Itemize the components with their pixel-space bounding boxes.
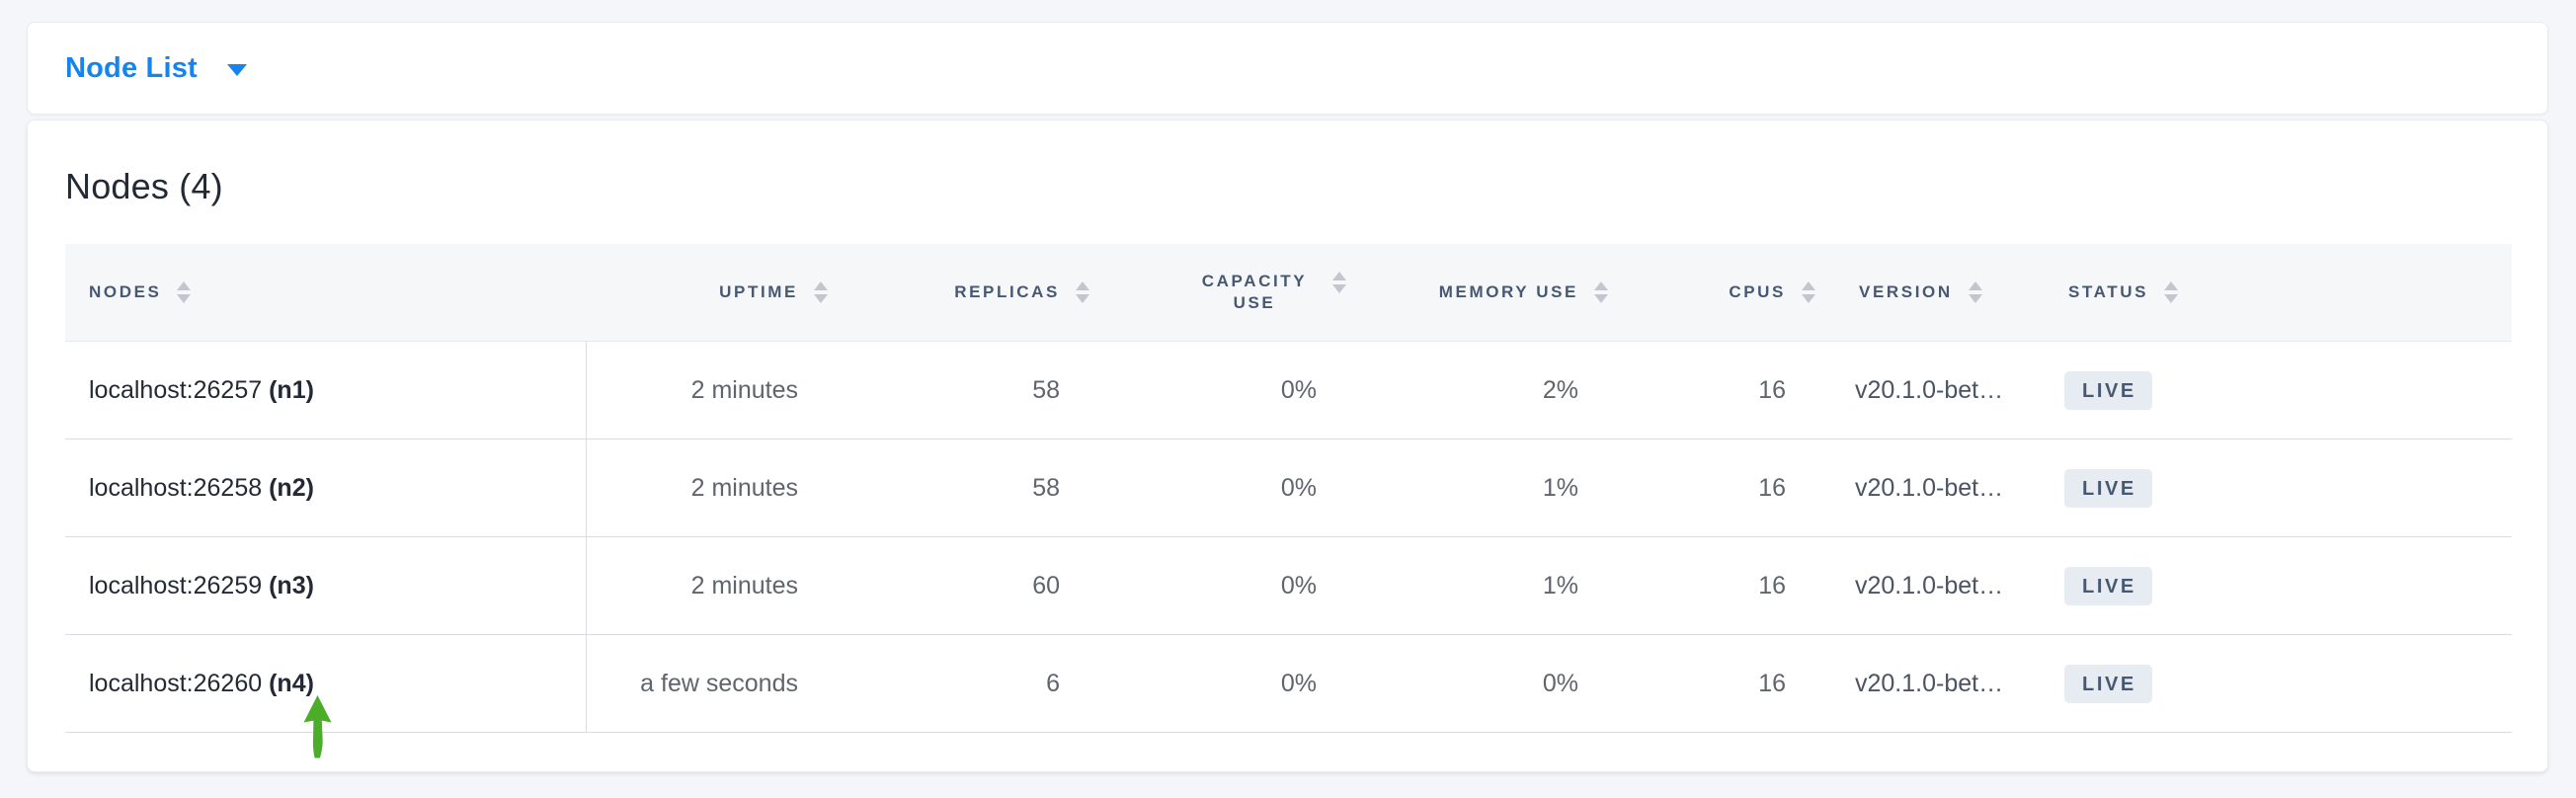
column-header-version[interactable]: VERSION <box>1835 244 2045 342</box>
replicas-cell: 58 <box>1032 473 1060 502</box>
node-link-n4[interactable]: localhost:26260 (n4) <box>89 669 314 697</box>
sort-icon <box>171 281 197 303</box>
column-header-capacity-use[interactable]: CAPACITY USE <box>1109 244 1366 342</box>
version-cell: v20.1.0-bet… <box>1855 571 2004 599</box>
column-header-uptime[interactable]: UPTIME <box>586 244 847 342</box>
memory-use-cell: 0% <box>1542 669 1578 697</box>
node-link-n2[interactable]: localhost:26258 (n2) <box>89 473 314 502</box>
nodes-table: NODES UPTIME REPLICAS <box>65 244 2512 733</box>
table-row-n4: localhost:26260 (n4) a few seconds 6 0% … <box>65 634 2512 733</box>
version-cell: v20.1.0-bet… <box>1855 375 2004 404</box>
column-header-memory-use[interactable]: MEMORY USE <box>1366 244 1628 342</box>
uptime-cell: 2 minutes <box>585 341 847 439</box>
table-row-n3: localhost:26259 (n3) 2 minutes 60 0% 1% … <box>65 536 2512 635</box>
memory-use-cell: 1% <box>1542 473 1578 502</box>
header-row: NODES UPTIME REPLICAS <box>65 244 2512 342</box>
column-header-cpus[interactable]: CPUS <box>1628 244 1835 342</box>
sort-icon <box>1327 272 1352 293</box>
cpus-cell: 16 <box>1758 375 1786 404</box>
nodes-card: Nodes (4) NODES UPTIME <box>27 120 2548 772</box>
node-id: (n2) <box>269 473 314 502</box>
column-header-nodes[interactable]: NODES <box>65 244 586 342</box>
capacity-use-cell: 0% <box>1280 571 1317 599</box>
status-badge: LIVE <box>2064 664 2152 703</box>
uptime-cell: a few seconds <box>585 634 847 733</box>
status-cell: LIVE <box>2045 635 2512 733</box>
chevron-down-icon <box>226 64 247 76</box>
capacity-use-cell: 0% <box>1280 375 1317 404</box>
view-selector-label: Node List <box>65 51 198 84</box>
memory-use-cell: 1% <box>1542 571 1578 599</box>
node-link-n1[interactable]: localhost:26257 (n1) <box>89 375 314 404</box>
column-header-replicas[interactable]: REPLICAS <box>847 244 1109 342</box>
uptime-cell: 2 minutes <box>585 439 847 537</box>
capacity-use-cell: 0% <box>1280 473 1317 502</box>
capacity-use-cell: 0% <box>1280 669 1317 697</box>
node-link-n3[interactable]: localhost:26259 (n3) <box>89 571 314 599</box>
table-header: NODES UPTIME REPLICAS <box>65 244 2512 342</box>
status-cell: LIVE <box>2045 342 2512 439</box>
node-id: (n4) <box>269 669 314 697</box>
node-id: (n3) <box>269 571 314 599</box>
sort-icon <box>808 281 834 303</box>
replicas-cell: 58 <box>1032 375 1060 404</box>
sort-icon <box>1963 281 1988 303</box>
view-selector-dropdown[interactable]: Node List <box>65 52 247 85</box>
column-header-status[interactable]: STATUS <box>2045 244 2512 342</box>
page-title: Nodes (4) <box>65 166 223 206</box>
cpus-cell: 16 <box>1758 669 1786 697</box>
sort-icon <box>1796 281 1821 303</box>
cpus-cell: 16 <box>1758 473 1786 502</box>
status-badge: LIVE <box>2064 566 2152 605</box>
sort-icon <box>2158 281 2184 303</box>
table-row-n1: localhost:26257 (n1) 2 minutes 58 0% 2% … <box>65 341 2512 439</box>
replicas-cell: 60 <box>1032 571 1060 599</box>
sort-icon <box>1070 281 1095 303</box>
memory-use-cell: 2% <box>1542 375 1578 404</box>
table-row-n2: localhost:26258 (n2) 2 minutes 58 0% 1% … <box>65 439 2512 537</box>
version-cell: v20.1.0-bet… <box>1855 473 2004 502</box>
cpus-cell: 16 <box>1758 571 1786 599</box>
version-cell: v20.1.0-bet… <box>1855 669 2004 697</box>
status-badge: LIVE <box>2064 468 2152 508</box>
status-cell: LIVE <box>2045 439 2512 537</box>
status-badge: LIVE <box>2064 370 2152 410</box>
view-selector-bar: Node List <box>27 22 2548 115</box>
uptime-cell: 2 minutes <box>585 536 847 635</box>
table-body: localhost:26257 (n1) 2 minutes 58 0% 2% … <box>65 341 2512 733</box>
replicas-cell: 6 <box>1046 669 1060 697</box>
sort-icon <box>1588 281 1614 303</box>
status-cell: LIVE <box>2045 537 2512 635</box>
node-id: (n1) <box>269 375 314 404</box>
